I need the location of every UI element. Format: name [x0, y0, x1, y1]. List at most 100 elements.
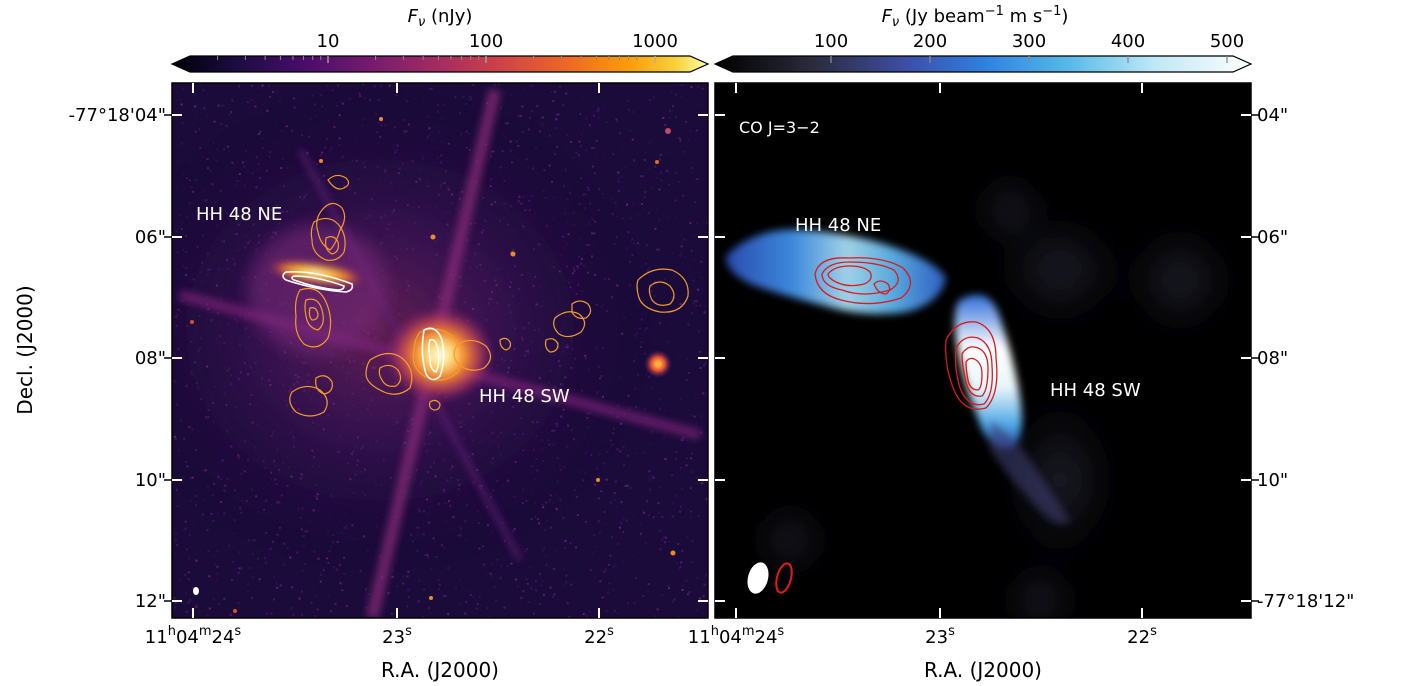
nircam-psf-marker	[193, 587, 199, 595]
noise-speck	[628, 406, 631, 409]
noise-speck	[702, 392, 705, 395]
noise-speck	[326, 557, 329, 560]
noise-speck	[588, 105, 591, 108]
noise-speck	[576, 514, 579, 517]
noise-speck	[619, 482, 622, 485]
noise-speck	[584, 472, 587, 475]
noise-speck	[173, 170, 176, 173]
noise-speck	[685, 379, 688, 381]
noise-speck	[599, 580, 602, 583]
noise-speck	[575, 546, 577, 549]
noise-speck	[578, 140, 581, 143]
noise-speck	[478, 596, 481, 598]
noise-speck	[661, 515, 664, 518]
noise-speck	[703, 383, 706, 385]
noise-speck	[534, 580, 537, 583]
noise-speck	[643, 451, 646, 454]
noise-speck	[689, 510, 692, 513]
noise-speck	[279, 584, 282, 587]
noise-speck	[293, 97, 296, 100]
noise-speck	[612, 153, 615, 156]
noise-speck	[532, 554, 535, 557]
noise-speck	[689, 129, 692, 132]
noise-speck	[633, 237, 636, 240]
noise-speck	[601, 192, 604, 195]
right-colorbar-tick-200: 200	[913, 31, 947, 52]
left-colorbar-tick-100: 100	[469, 31, 503, 52]
noise-speck	[362, 83, 365, 86]
noise-speck	[552, 558, 555, 561]
noise-speck	[528, 566, 531, 569]
noise-speck	[194, 603, 197, 606]
noise-speck	[205, 93, 208, 96]
noise-speck	[495, 600, 498, 602]
noise-speck	[642, 509, 645, 512]
noise-speck	[552, 595, 554, 598]
noise-speck	[562, 517, 565, 519]
noise-speck	[208, 575, 211, 578]
noise-speck	[246, 101, 249, 104]
noise-speck	[629, 217, 632, 220]
noise-speck	[240, 567, 243, 570]
noise-speck	[658, 398, 661, 401]
noise-speck	[570, 583, 573, 586]
noise-speck	[613, 499, 616, 502]
noise-speck	[675, 116, 678, 119]
noise-speck	[406, 575, 409, 578]
noise-speck	[513, 527, 516, 530]
noise-speck	[679, 510, 682, 513]
noise-speck	[664, 123, 667, 126]
co-moment-map: CO J=3−2 HH 48 NE HH 48 SW	[715, 83, 1251, 618]
noise-speck	[555, 127, 558, 130]
noise-speck	[243, 89, 246, 92]
noise-speck	[687, 323, 690, 326]
noise-speck	[395, 559, 398, 562]
noise-speck	[671, 109, 674, 112]
noise-speck	[437, 578, 440, 581]
noise-speck	[639, 346, 642, 348]
noise-speck	[659, 322, 662, 325]
noise-speck	[194, 495, 197, 498]
noise-speck	[609, 453, 612, 456]
noise-speck	[338, 563, 341, 566]
noise-speck	[697, 330, 700, 333]
noise-speck	[659, 486, 662, 488]
noise-speck	[206, 155, 208, 158]
noise-speck	[601, 478, 604, 481]
noise-speck	[250, 98, 253, 101]
noise-speck	[480, 107, 483, 109]
noise-speck	[614, 201, 617, 204]
noise-speck	[652, 96, 655, 99]
noise-speck	[493, 586, 496, 589]
left-panel-frame	[171, 82, 709, 619]
noise-speck	[637, 555, 640, 558]
noise-speck	[691, 452, 693, 455]
noise-speck	[631, 237, 634, 240]
noise-speck	[697, 514, 700, 517]
noise-speck	[312, 585, 315, 588]
noise-speck	[198, 610, 201, 613]
noise-speck	[632, 242, 635, 245]
noise-speck	[472, 84, 475, 87]
noise-speck	[654, 227, 657, 230]
noise-speck	[562, 510, 565, 513]
noise-speck	[598, 453, 601, 456]
noise-speck	[700, 431, 703, 434]
dec-tick-right-4: -77°18'12"	[1257, 591, 1354, 612]
noise-speck	[668, 587, 670, 590]
noise-speck	[612, 432, 615, 435]
noise-speck	[627, 231, 630, 234]
noise-speck	[673, 358, 676, 361]
dec-tick-left-2: 08"	[135, 348, 166, 369]
noise-speck	[696, 85, 699, 88]
noise-speck	[213, 563, 216, 566]
noise-speck	[675, 450, 678, 453]
noise-speck	[228, 113, 231, 116]
dec-tick-left-4: 12"	[135, 591, 166, 612]
noise-speck	[690, 561, 693, 563]
noise-speck	[428, 88, 431, 91]
noise-speck	[591, 147, 594, 149]
noise-speck	[700, 415, 702, 418]
noise-speck	[690, 312, 693, 314]
noise-speck	[653, 209, 656, 212]
